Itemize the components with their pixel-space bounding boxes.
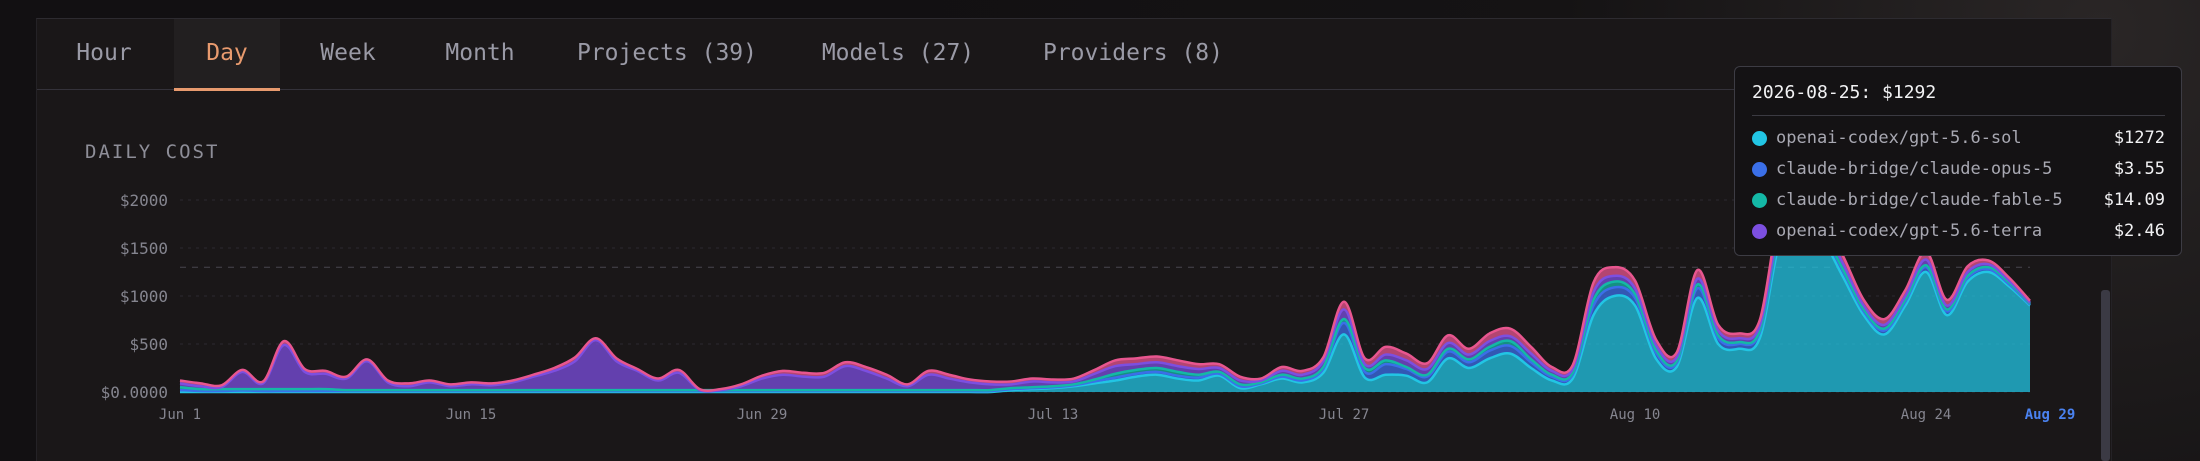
x-tick-label: Aug 24 [1901, 407, 1952, 423]
tooltip-divider [1752, 115, 2165, 116]
tab-models[interactable]: Models (27) [821, 40, 975, 66]
chart-title: DAILY COST [85, 141, 220, 163]
series-color-dot [1752, 162, 1767, 177]
tooltip-title: 2026-08-25: $1292 [1752, 82, 1937, 103]
series-color-dot [1752, 131, 1767, 146]
tooltip-row: claude-bridge/claude-fable-5 $14.09 [1752, 187, 2165, 213]
active-tab-indicator [174, 88, 280, 91]
tooltip-series-name: openai-codex/gpt-5.6-sol [1776, 128, 2022, 148]
tab-day[interactable]: Day [174, 19, 280, 91]
period-tabbar: Hour Day Week Month Projects (39) Models… [37, 19, 2111, 91]
x-tick-label: Jun 29 [737, 407, 788, 423]
x-tick-label: Jun 1 [159, 407, 201, 423]
x-tick-label: Jun 15 [446, 407, 497, 423]
chart-tooltip: 2026-08-25: $1292 openai-codex/gpt-5.6-s… [1734, 66, 2182, 256]
tooltip-series-value: $1272 [2113, 128, 2165, 148]
y-axis-labels: $2000 $1500 $1000 $500 $0.0000 [101, 191, 168, 402]
tab-providers[interactable]: Providers (8) [1042, 40, 1223, 66]
x-axis-labels: Jun 1 Jun 15 Jun 29 Jul 13 Jul 27 Aug 10 Aug 2… [159, 407, 2075, 423]
area-0 [180, 219, 2030, 393]
y-tick-label: $0.0000 [101, 383, 168, 402]
chart-grid [180, 199, 2030, 393]
x-tick-label: Aug 29 [2025, 407, 2076, 423]
tooltip-series-name: claude-bridge/claude-fable-5 [1776, 190, 2063, 210]
series-line-4 [179, 194, 2031, 392]
tooltip-row: claude-bridge/claude-opus-5 $3.55 [1752, 156, 2165, 182]
tab-week[interactable]: Week [320, 40, 376, 66]
tooltip-row: openai-codex/gpt-5.6-terra $2.46 [1752, 218, 2165, 244]
y-tick-label: $1500 [120, 239, 168, 258]
x-tick-label: Jul 27 [1319, 407, 1370, 423]
tab-projects[interactable]: Projects (39) [576, 40, 757, 66]
series-line-3 [179, 203, 2031, 393]
tooltip-series-name: openai-codex/gpt-5.6-terra [1776, 221, 2043, 241]
area-3 [180, 205, 2030, 392]
x-tick-label: Aug 10 [1610, 407, 1661, 423]
series-color-dot [1752, 224, 1767, 239]
tooltip-series-name: claude-bridge/claude-opus-5 [1776, 159, 2053, 179]
tooltip-series-value: $2.46 [2113, 221, 2165, 241]
y-tick-label: $500 [129, 335, 168, 354]
tooltip-series-value: $14.09 [2103, 190, 2165, 210]
x-tick-label: Jul 13 [1028, 407, 1079, 423]
y-tick-label: $2000 [120, 191, 168, 210]
tooltip-series-value: $3.55 [2113, 159, 2165, 179]
tooltip-row: openai-codex/gpt-5.6-sol $1272 [1752, 125, 2165, 151]
tab-day-label: Day [206, 40, 248, 66]
y-tick-label: $1000 [120, 287, 168, 306]
series-color-dot [1752, 193, 1767, 208]
series-line-2 [179, 209, 2031, 392]
tab-hour[interactable]: Hour [76, 40, 132, 66]
chart-lines [179, 194, 2031, 394]
chart-areas [180, 195, 2030, 393]
tab-month[interactable]: Month [445, 40, 515, 66]
vertical-scrollbar[interactable] [2101, 290, 2110, 461]
